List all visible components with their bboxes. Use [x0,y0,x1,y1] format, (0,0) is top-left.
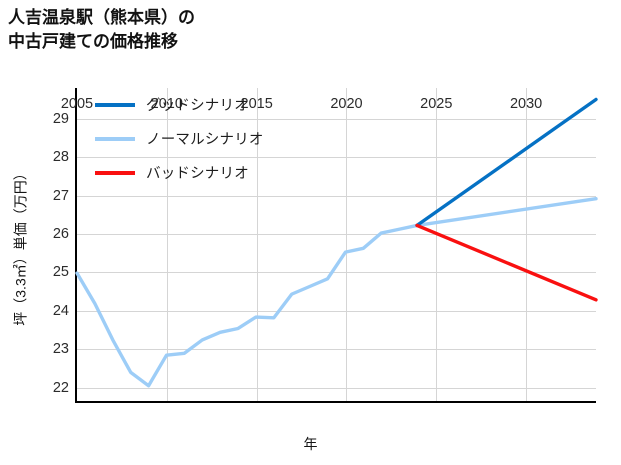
x-axis-tick-label: 2020 [330,96,363,112]
legend-label: グッドシナリオ [146,98,249,114]
chart-legend: グッドシナリオ ノーマルシナリオ バッドシナリオ [95,94,264,183]
legend-color-swatch [95,170,135,175]
legend-color-swatch [95,102,135,107]
chart-title-line1: 人吉温泉駅（熊本県）の [8,8,195,27]
y-axis-title: 坪（3.3㎡）単価（万円） [13,165,29,326]
legend-color-swatch [95,136,135,141]
x-axis-tick-label: 2025 [420,96,453,112]
y-axis-tick-label: 25 [52,264,69,281]
series-line [75,197,598,388]
gridline-vertical [526,88,528,401]
gridline-horizontal [77,272,596,274]
x-axis-tick-label: 2005 [60,96,94,112]
series-line [415,223,598,302]
y-axis-tick-label: 27 [52,187,69,204]
x-axis-title: 年 [303,436,318,452]
gridline-horizontal [77,387,596,389]
x-axis-tick-label: 2030 [509,96,543,112]
y-axis-tick-label: 23 [52,341,69,358]
gridline-horizontal [77,310,596,312]
gridline-vertical [436,88,438,401]
gridline-horizontal [77,195,596,197]
gridline-vertical [166,88,168,401]
gridline-vertical [256,88,258,401]
legend-item[interactable]: グッドシナリオ [95,94,264,115]
legend-item[interactable]: ノーマルシナリオ [95,128,264,149]
legend-label: バッドシナリオ [146,166,249,182]
chart-title-line2: 中古戸建ての価格推移 [8,32,178,52]
y-axis-tick-label: 24 [52,302,69,319]
y-axis-tick-label: 28 [52,149,69,166]
gridline-horizontal [77,157,596,159]
x-axis-tick-label: 2010 [150,96,183,112]
gridline-horizontal [77,118,596,120]
series-line [415,97,598,228]
x-axis-tick-label: 2015 [240,96,273,112]
y-axis-tick-label: 29 [52,110,69,127]
series-layer [75,97,598,388]
plot-inner: 22 23 24 25 26 27 28 29 2005 2010 2015 2020 2025 2030 [53,88,598,401]
legend-item[interactable]: バッドシナリオ [95,162,264,183]
y-axis-tick-label: 26 [52,225,69,242]
gridline-horizontal [77,233,596,235]
y-axis-tick-label: 22 [52,379,69,396]
legend-label: ノーマルシナリオ [146,132,264,148]
gridline-horizontal [77,349,596,351]
chart-title: 人吉温泉駅（熊本県）の 中古戸建ての価格推移 [8,6,195,54]
plot-area: 22 23 24 25 26 27 28 29 2005 2010 2015 2020 2025 2030 [53,88,598,403]
gridline-vertical [346,88,348,401]
